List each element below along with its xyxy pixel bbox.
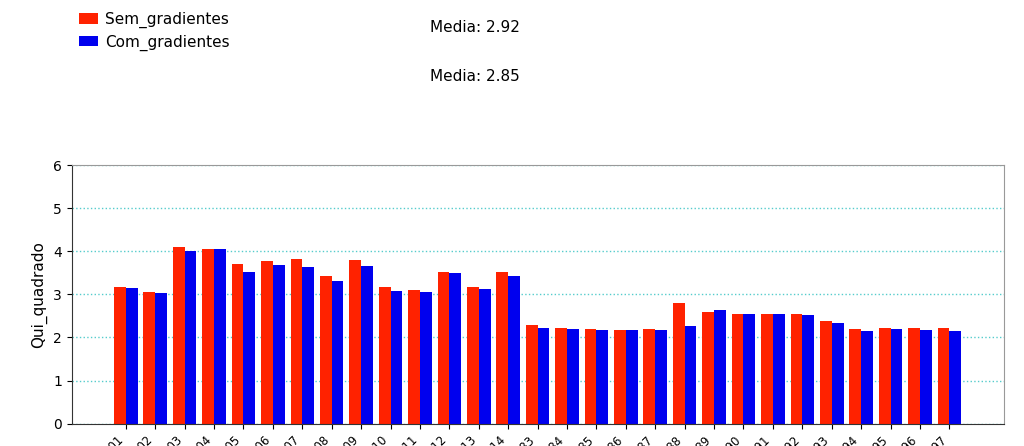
Bar	[420, 292, 432, 424]
Bar	[908, 328, 920, 424]
Bar	[820, 321, 831, 424]
Bar	[702, 312, 714, 424]
Bar	[173, 247, 184, 424]
Bar	[626, 330, 638, 424]
Bar	[567, 329, 579, 424]
Bar	[272, 265, 285, 424]
Bar	[379, 287, 390, 424]
Bar	[203, 249, 214, 424]
Text: Media: 2.85: Media: 2.85	[430, 69, 520, 84]
Bar	[114, 287, 126, 424]
Bar	[332, 281, 343, 424]
Bar	[126, 288, 137, 424]
Bar	[437, 272, 450, 424]
Bar	[450, 273, 461, 424]
Text: Media: 2.92: Media: 2.92	[430, 20, 520, 35]
Bar	[920, 330, 932, 424]
Bar	[156, 293, 167, 424]
Bar	[585, 329, 596, 424]
Bar	[508, 276, 520, 424]
Bar	[231, 264, 244, 424]
Bar	[361, 266, 373, 424]
Bar	[861, 331, 872, 424]
Bar	[409, 290, 420, 424]
Bar	[938, 328, 949, 424]
Bar	[614, 330, 626, 424]
Bar	[803, 315, 814, 424]
Bar	[291, 259, 302, 424]
Bar	[949, 331, 962, 424]
Bar	[791, 314, 803, 424]
Bar	[302, 267, 314, 424]
Bar	[555, 328, 567, 424]
Bar	[390, 291, 402, 424]
Bar	[467, 287, 479, 424]
Bar	[673, 303, 685, 424]
Bar	[849, 329, 861, 424]
Bar	[643, 329, 655, 424]
Bar	[743, 314, 756, 424]
Bar	[732, 314, 743, 424]
Bar	[261, 261, 272, 424]
Bar	[184, 251, 197, 424]
Bar	[143, 292, 156, 424]
Bar	[655, 330, 667, 424]
Bar	[244, 272, 255, 424]
Y-axis label: Qui_quadrado: Qui_quadrado	[32, 241, 47, 348]
Bar	[538, 328, 549, 424]
Bar	[214, 249, 226, 424]
Bar	[773, 314, 784, 424]
Bar	[761, 314, 773, 424]
Bar	[879, 327, 891, 424]
Bar	[319, 276, 332, 424]
Bar	[349, 260, 361, 424]
Bar	[714, 310, 726, 424]
Bar	[596, 330, 608, 424]
Bar	[891, 329, 902, 424]
Bar	[831, 323, 844, 424]
Bar	[497, 272, 508, 424]
Bar	[479, 289, 490, 424]
Bar	[526, 325, 538, 424]
Legend: Sem_gradientes, Com_gradientes: Sem_gradientes, Com_gradientes	[79, 12, 230, 50]
Bar	[685, 326, 696, 424]
